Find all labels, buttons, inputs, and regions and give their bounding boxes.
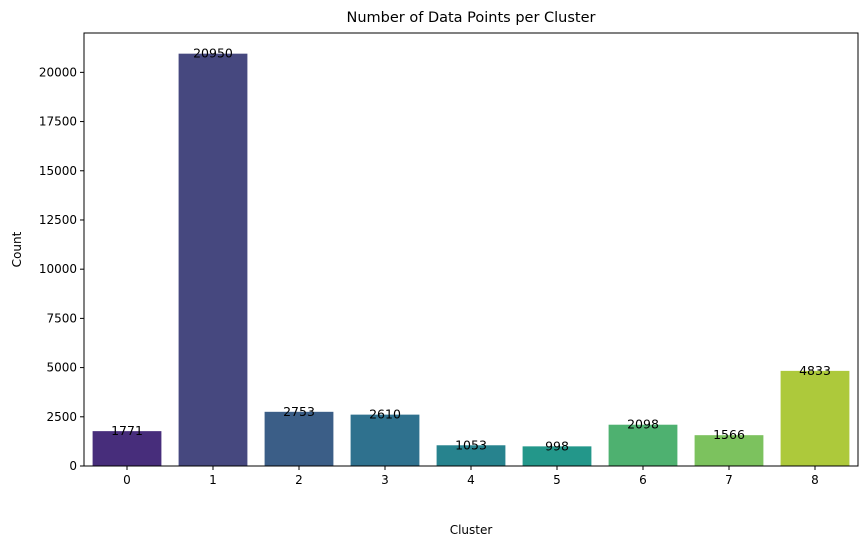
bar-cluster-5 — [522, 446, 592, 466]
data-label-cluster-0: 1771 — [111, 423, 143, 438]
bar-cluster-8 — [780, 370, 850, 466]
x-tick-label: 5 — [553, 473, 561, 487]
chart-title: Number of Data Points per Cluster — [347, 10, 596, 26]
bar-cluster-6 — [608, 424, 678, 466]
x-axis-title: Cluster — [450, 523, 493, 537]
y-axis-ticks: 0 2500 5000 7500 10000 12500 15000 17500 20000 — [39, 65, 84, 473]
y-tick-label: 5000 — [46, 361, 77, 375]
bar-cluster-7 — [694, 435, 764, 466]
x-tick-label: 7 — [725, 473, 733, 487]
data-label-cluster-7: 1566 — [713, 427, 745, 442]
y-tick-label: 2500 — [46, 410, 77, 424]
data-label-cluster-4: 1053 — [455, 437, 487, 452]
x-tick-label: 0 — [123, 473, 131, 487]
y-tick-label: 15000 — [39, 164, 77, 178]
bars-group — [92, 53, 850, 467]
y-axis-title: Count — [10, 231, 24, 267]
x-axis-ticks: 0 1 2 3 4 5 6 7 8 — [123, 466, 819, 487]
x-tick-label: 8 — [811, 473, 819, 487]
x-tick-label: 1 — [209, 473, 217, 487]
x-tick-label: 3 — [381, 473, 389, 487]
bar-cluster-1 — [178, 53, 248, 467]
x-tick-label: 4 — [467, 473, 475, 487]
bar-cluster-3 — [350, 414, 420, 466]
x-tick-label: 2 — [295, 473, 303, 487]
y-tick-label: 20000 — [39, 65, 77, 79]
bar-cluster-2 — [264, 411, 334, 466]
data-label-cluster-2: 2753 — [283, 404, 315, 419]
bar-cluster-4 — [436, 445, 506, 466]
y-tick-label: 12500 — [39, 213, 77, 227]
data-label-cluster-6: 2098 — [627, 417, 659, 432]
y-tick-label: 17500 — [39, 115, 77, 129]
plot-frame — [83, 32, 859, 467]
data-label-cluster-1: 20950 — [193, 46, 233, 61]
data-label-cluster-5: 998 — [545, 438, 569, 453]
y-tick-label: 0 — [69, 459, 77, 473]
data-label-cluster-3: 2610 — [369, 407, 401, 422]
y-tick-label: 10000 — [39, 262, 77, 276]
y-tick-label: 7500 — [46, 311, 77, 325]
data-label-cluster-8: 4833 — [799, 363, 831, 378]
x-tick-label: 6 — [639, 473, 647, 487]
bar-cluster-0 — [92, 431, 162, 466]
data-labels-group: 1771 20950 2753 2610 1053 998 2098 1566 4833 — [111, 46, 831, 454]
